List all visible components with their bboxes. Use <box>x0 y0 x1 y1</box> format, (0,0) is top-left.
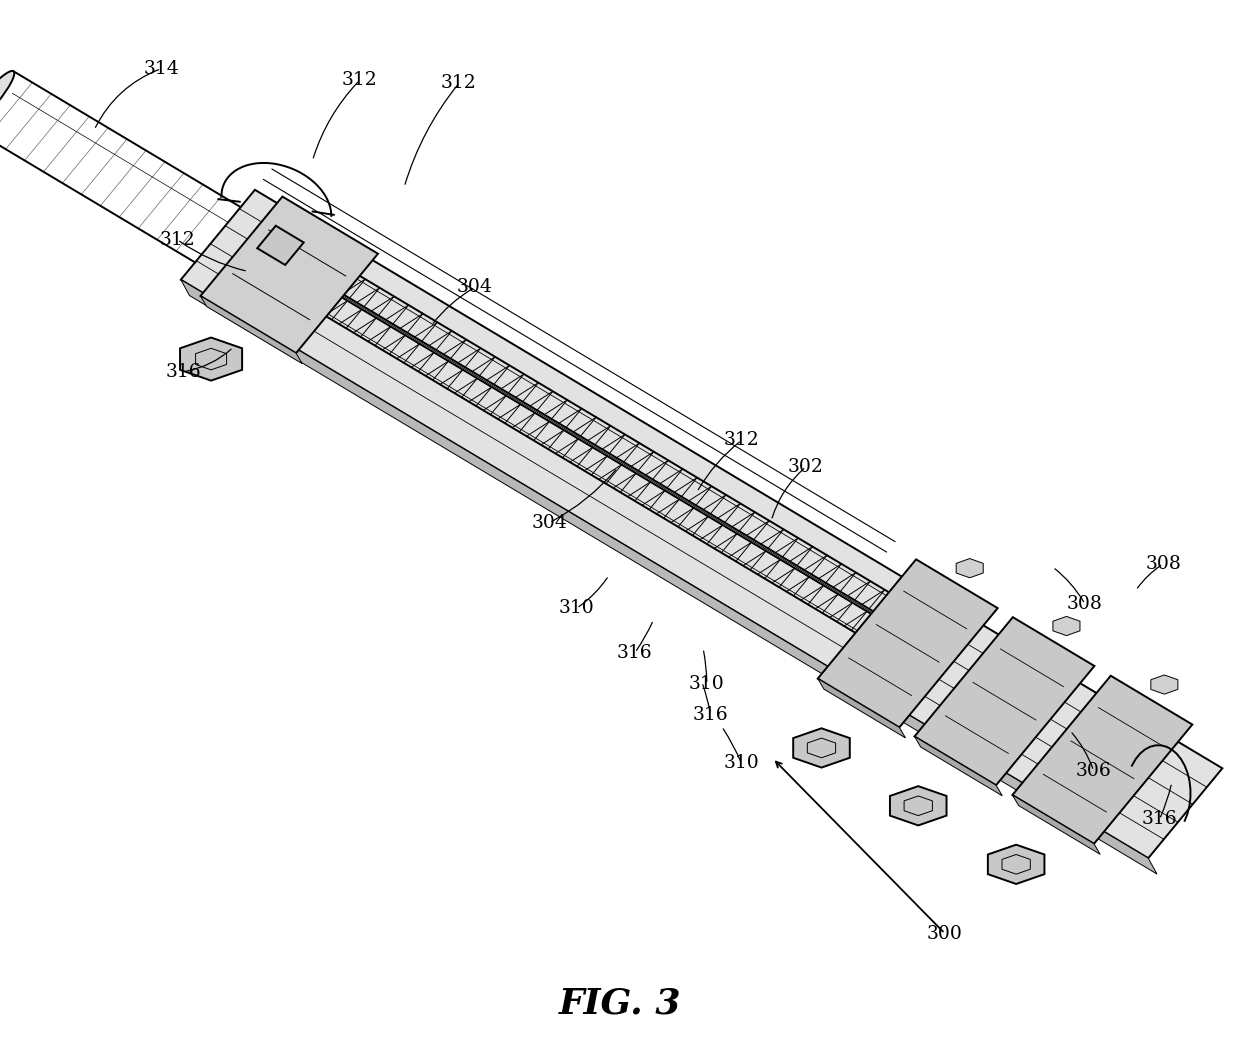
Text: FIG. 3: FIG. 3 <box>559 986 681 1020</box>
Polygon shape <box>794 729 849 768</box>
Polygon shape <box>956 559 983 578</box>
Text: 310: 310 <box>724 754 759 773</box>
Text: 310: 310 <box>559 599 594 618</box>
Polygon shape <box>201 196 378 353</box>
Text: 310: 310 <box>689 675 724 694</box>
Ellipse shape <box>0 71 15 127</box>
Text: 312: 312 <box>160 230 195 249</box>
Polygon shape <box>257 226 304 265</box>
Text: 312: 312 <box>724 431 759 450</box>
Text: 314: 314 <box>144 59 179 78</box>
Text: 316: 316 <box>618 643 652 662</box>
Polygon shape <box>1053 617 1080 636</box>
Polygon shape <box>890 786 946 826</box>
Text: 302: 302 <box>789 457 823 476</box>
Text: 316: 316 <box>166 362 201 381</box>
Text: 304: 304 <box>458 278 492 297</box>
Polygon shape <box>914 617 1095 786</box>
Text: 316: 316 <box>1142 810 1177 829</box>
Text: 312: 312 <box>441 74 476 93</box>
Polygon shape <box>180 338 242 380</box>
Polygon shape <box>1012 676 1193 844</box>
Text: 316: 316 <box>693 705 728 724</box>
Text: 308: 308 <box>1068 595 1102 614</box>
Polygon shape <box>817 560 998 728</box>
Text: 300: 300 <box>928 924 962 943</box>
Polygon shape <box>181 190 1223 859</box>
Polygon shape <box>914 736 1002 796</box>
Polygon shape <box>817 679 905 738</box>
Text: 306: 306 <box>1076 761 1111 780</box>
Text: 312: 312 <box>342 71 377 90</box>
Polygon shape <box>1151 675 1178 694</box>
Text: 304: 304 <box>532 513 567 532</box>
Text: 308: 308 <box>1146 554 1180 573</box>
Polygon shape <box>181 280 1157 874</box>
Polygon shape <box>1012 795 1100 854</box>
Polygon shape <box>988 845 1044 884</box>
Polygon shape <box>201 296 303 363</box>
